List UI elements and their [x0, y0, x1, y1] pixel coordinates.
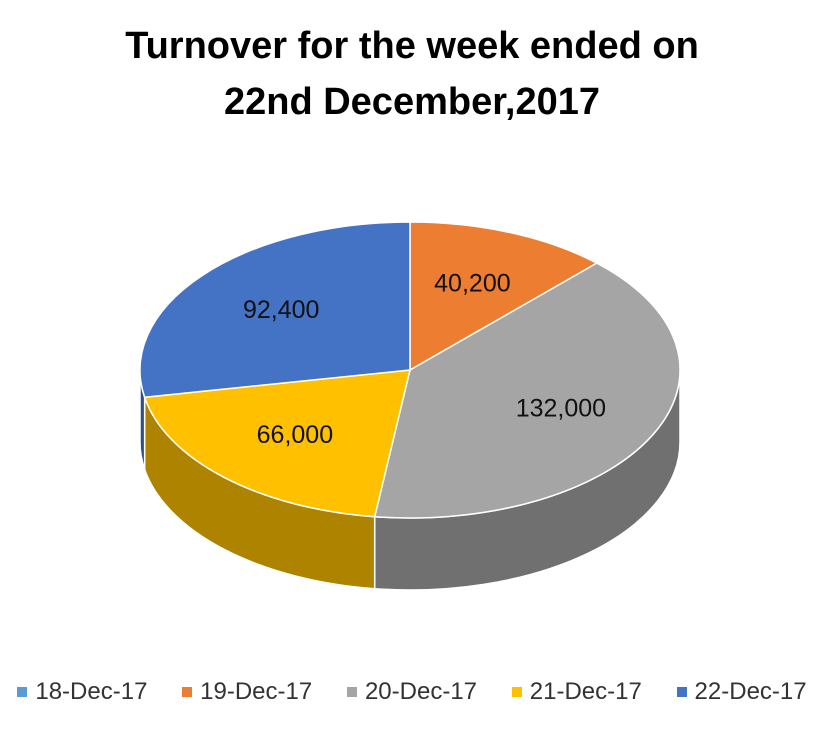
- legend-item: 20-Dec-17: [346, 678, 478, 706]
- legend-item: 22-Dec-17: [676, 678, 807, 706]
- legend-item: 19-Dec-17: [182, 678, 312, 706]
- legend-label: 20-Dec-17: [364, 678, 478, 705]
- data-label: 66,000: [257, 421, 333, 449]
- chart-title: Turnover for the week ended on 22nd Dece…: [125, 25, 699, 123]
- pie-slice: [143, 369, 411, 518]
- legend-label: 19-Dec-17: [200, 678, 313, 705]
- legend: 18-Dec-17 19-Dec-17 20-Dec-17 21-Dec-17 22-D…: [0, 678, 824, 706]
- data-label: 40,200: [434, 269, 510, 297]
- legend-item: 18-Dec-17: [17, 678, 147, 706]
- pie-slice: [409, 221, 599, 372]
- legend-item: 21-Dec-17: [511, 678, 642, 706]
- legend-swatch: [17, 687, 28, 697]
- data-label: 92,400: [243, 296, 319, 324]
- data-label: 132,000: [516, 394, 606, 422]
- legend-swatch: [676, 687, 687, 697]
- pie-slice: [139, 221, 411, 399]
- legend-swatch: [346, 687, 357, 697]
- pie-slice: [373, 262, 681, 519]
- legend-swatch: [182, 687, 193, 697]
- legend-label: 22-Dec-17: [694, 678, 807, 705]
- legend-label: 21-Dec-17: [529, 678, 642, 705]
- legend-label: 18-Dec-17: [35, 678, 148, 705]
- legend-swatch: [511, 687, 522, 697]
